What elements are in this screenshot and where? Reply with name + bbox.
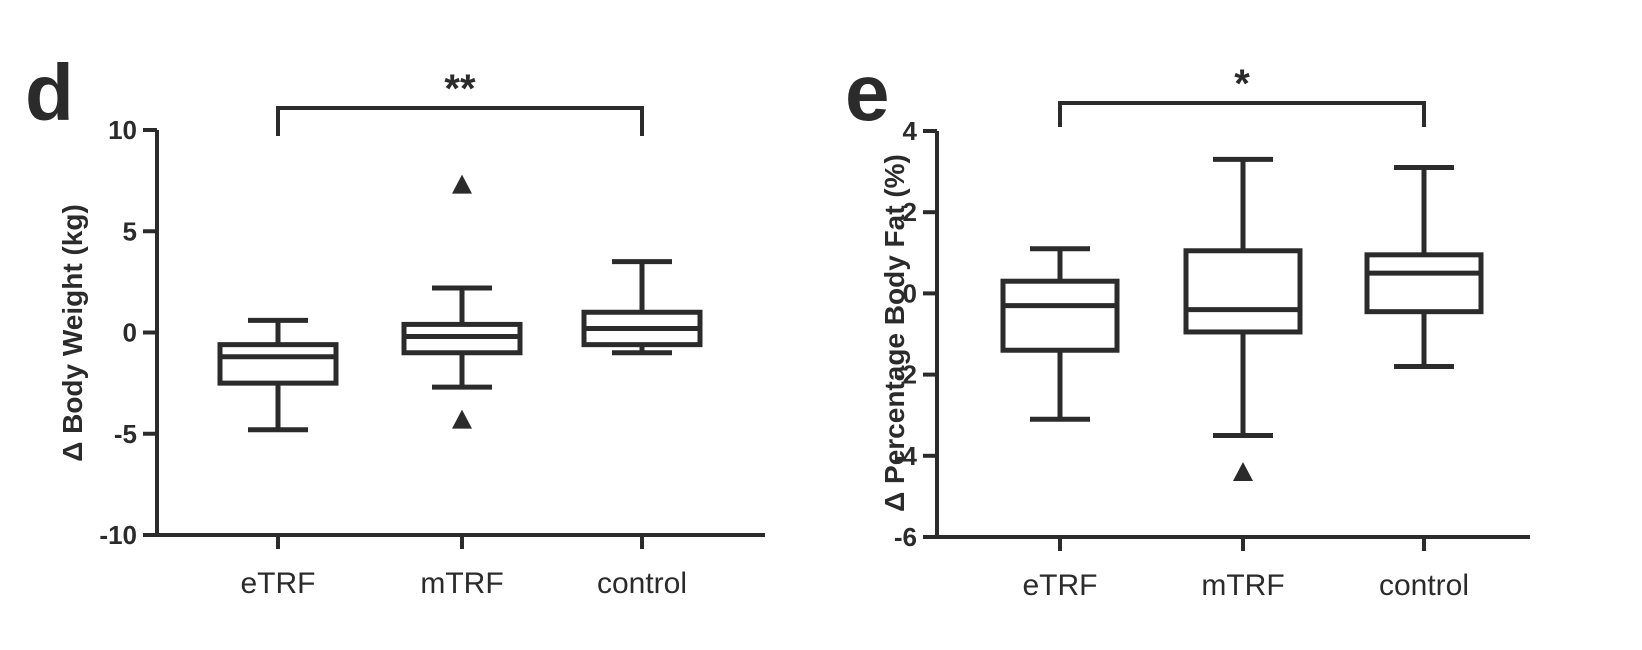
panel-e-y-tick-label: -4	[894, 441, 918, 471]
panel-e-significance-bracket	[1058, 101, 1426, 127]
panel-d-x-tick-label: eTRF	[241, 567, 316, 600]
panel-e: e Δ Percentage Body Fat (%) 4 2 0 -2 -4 -6 eTR…	[845, 48, 1530, 602]
panel-e-y-tick-label: 0	[903, 278, 917, 308]
panel-e-significance-label: *	[1234, 62, 1250, 106]
panel-e-letter: e	[845, 48, 890, 137]
panel-d-y-tick-label: -5	[114, 419, 137, 449]
panel-e-y-tick-label: 4	[903, 116, 918, 146]
panel-e-y-tick-label: -2	[894, 360, 917, 390]
panel-d-ylabel: Δ Body Weight (kg)	[57, 204, 88, 462]
panel-d-x-tick-label: control	[597, 567, 687, 600]
panel-d-y-tick-label: 10	[108, 115, 137, 145]
panel-e-ylabel: Δ Percentage Body Fat (%)	[879, 154, 910, 512]
panel-d-box-mtrf-outlier	[452, 174, 472, 194]
panel-d-letter: d	[25, 48, 74, 137]
panel-e-plot: 4 2 0 -2 -4 -6 eTRF mTRF control *	[894, 62, 1530, 602]
panel-e-box-mtrf-iqr	[1183, 248, 1303, 335]
panel-d-y-tick-label: -10	[99, 520, 137, 550]
panel-d-box-etrf-iqr	[217, 342, 339, 386]
panel-e-box-mtrf-outlier	[1233, 462, 1253, 482]
panel-d-y-tick-label: 0	[123, 318, 137, 348]
panel-e-x-tick-label: eTRF	[1023, 569, 1098, 602]
panel-d-plot: 10 5 0 -5 -10 eTRF mTRF control **	[99, 67, 765, 600]
panel-d-x-tick-label: mTRF	[420, 567, 503, 600]
panel-e-box-control-iqr	[1364, 252, 1484, 315]
panel-d-y-tick-label: 5	[123, 216, 137, 246]
panel-e-y-tick-label: -6	[894, 522, 917, 552]
panel-e-box-etrf-iqr	[1000, 278, 1120, 353]
panel-d: d Δ Body Weight (kg) 10 5 0 -5 -10 eTRF mTRF co…	[25, 48, 765, 600]
panel-e-x-tick-label: mTRF	[1201, 569, 1284, 602]
panel-e-y-tick-label: 2	[903, 197, 917, 227]
panel-d-significance-bracket	[276, 106, 644, 136]
panel-d-box-mtrf-outlier	[452, 409, 472, 429]
panel-e-x-tick-label: control	[1379, 569, 1469, 602]
panel-d-significance-label: **	[444, 67, 476, 111]
